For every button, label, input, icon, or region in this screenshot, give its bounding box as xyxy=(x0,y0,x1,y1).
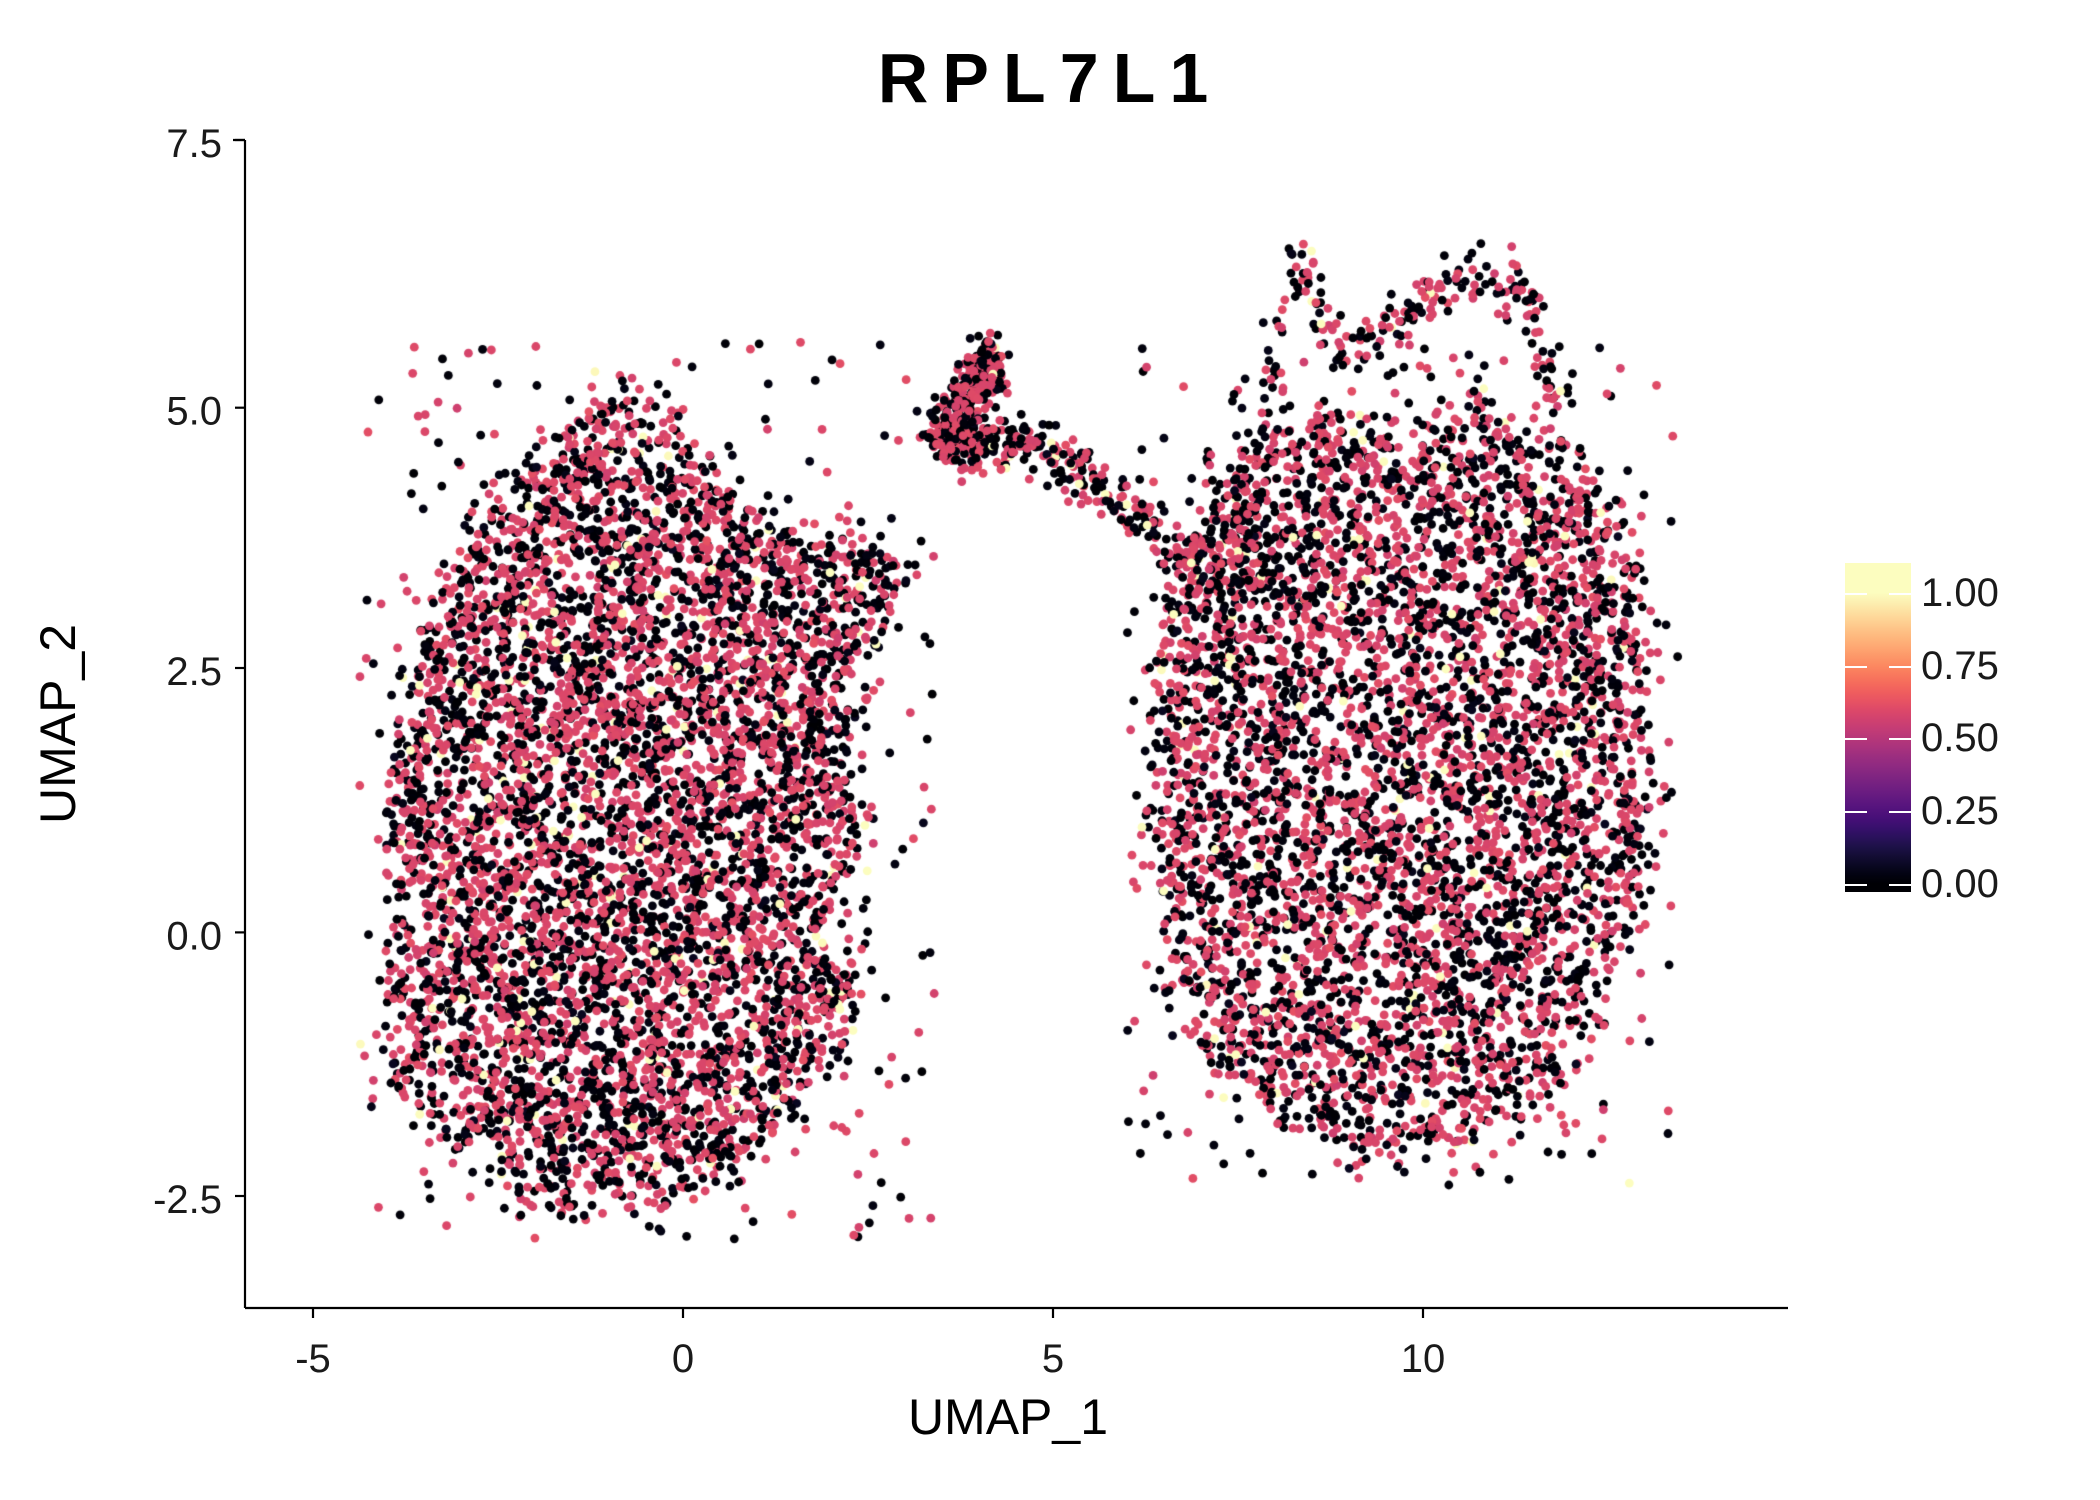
svg-text:UMAP_1: UMAP_1 xyxy=(908,1389,1108,1445)
svg-text:5.0: 5.0 xyxy=(166,390,222,434)
svg-text:-2.5: -2.5 xyxy=(153,1178,222,1222)
svg-text:UMAP_2: UMAP_2 xyxy=(30,624,86,824)
svg-text:-5: -5 xyxy=(295,1337,331,1381)
svg-text:0: 0 xyxy=(672,1337,694,1381)
svg-text:10: 10 xyxy=(1401,1337,1446,1381)
svg-text:5: 5 xyxy=(1042,1337,1064,1381)
svg-text:0.0: 0.0 xyxy=(166,914,222,958)
svg-text:2.5: 2.5 xyxy=(166,650,222,694)
svg-text:7.5: 7.5 xyxy=(166,122,222,166)
